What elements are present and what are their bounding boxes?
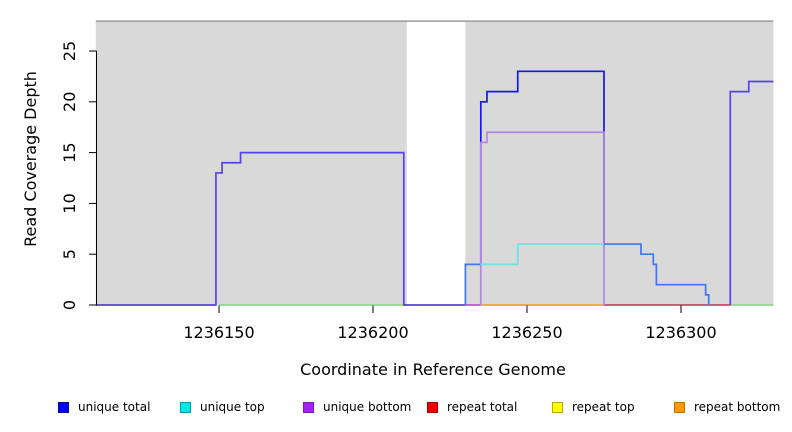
legend-swatch-unique-top <box>180 401 191 413</box>
legend-item-unique-total: unique total <box>58 398 150 416</box>
coverage-chart: 0 5 10 15 20 25 1236150 1236200 1236250 1236300 R… <box>21 20 774 379</box>
x-tick-label: 1236250 <box>491 323 562 342</box>
unique-total-left-block-line <box>95 151 466 306</box>
legend-label: unique top <box>200 400 265 414</box>
axes: 0 5 10 15 20 25 1236150 1236200 1236250 1236300 <box>60 41 717 342</box>
legend-swatch-repeat-total <box>427 401 438 413</box>
x-tick-label: 1236300 <box>645 323 716 342</box>
unique-total-mid-rise-line <box>464 263 481 305</box>
x-axis-title: Coordinate in Reference Genome <box>300 360 566 379</box>
y-tick-label: 20 <box>60 92 79 112</box>
legend-item-unique-top: unique top <box>180 398 265 416</box>
y-tick-label: 25 <box>60 41 79 61</box>
x-tick-label: 1236200 <box>337 323 408 342</box>
legend: unique total unique top unique bottom repea… <box>0 398 792 420</box>
coverage-series-lines <box>95 70 774 306</box>
legend-swatch-unique-total <box>58 401 69 413</box>
unique-top-line-line <box>480 243 604 266</box>
legend-label: repeat total <box>447 400 518 414</box>
legend-item-repeat-bottom: repeat bottom <box>674 398 780 416</box>
y-tick-label: 0 <box>60 300 79 310</box>
legend-swatch-unique-bottom <box>303 401 314 413</box>
unique-bottom-block-line <box>479 131 605 305</box>
x-tick-label: 1236150 <box>183 323 254 342</box>
unique-total-right-block-line <box>729 80 774 305</box>
legend-item-repeat-top: repeat top <box>552 398 635 416</box>
y-axis-title: Read Coverage Depth <box>21 71 40 247</box>
unique-total-mid-block-line <box>479 70 605 265</box>
y-tick-label: 5 <box>60 249 79 259</box>
unique-total-descend-line <box>604 243 710 305</box>
legend-label: repeat top <box>572 400 635 414</box>
legend-label: unique bottom <box>323 400 412 414</box>
legend-label: repeat bottom <box>694 400 781 414</box>
legend-label: unique total <box>78 400 151 414</box>
shaded-background-regions <box>95 21 774 306</box>
shaded-region <box>465 21 774 306</box>
legend-swatch-repeat-top <box>552 401 563 413</box>
y-tick-label: 10 <box>60 193 79 213</box>
legend-swatch-repeat-bottom <box>674 401 685 413</box>
legend-item-unique-bottom: unique bottom <box>303 398 411 416</box>
shaded-region <box>95 21 407 306</box>
legend-item-repeat-total: repeat total <box>427 398 517 416</box>
y-tick-label: 15 <box>60 142 79 162</box>
